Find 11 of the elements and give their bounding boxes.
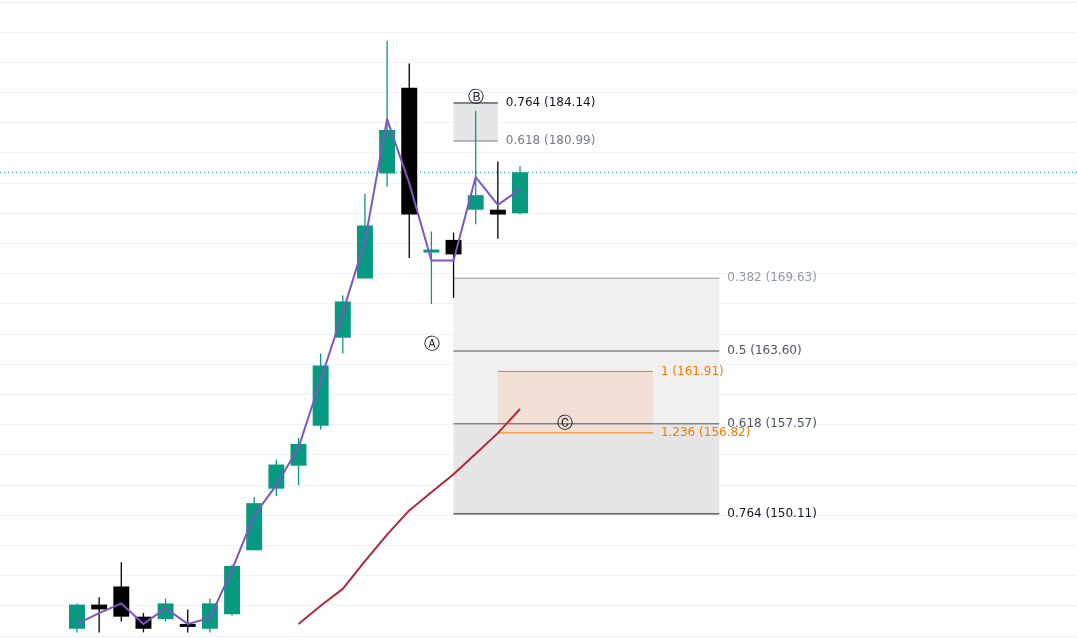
ref-line-label: 0.5 (163.60) (727, 343, 802, 358)
ref-line-label: 1 (161.91) (660, 363, 724, 378)
candlestick (179, 608, 196, 634)
ref-line-label: 0.382 (169.63) (727, 270, 817, 285)
text: Ⓒ (557, 413, 573, 433)
candlestick (489, 160, 506, 240)
ref-line-label: 0.764 (184.14) (505, 95, 596, 110)
annotation: Ⓑ (468, 87, 484, 107)
annotation: Ⓐ (424, 334, 440, 354)
ref-line-label: 0.618 (180.99) (505, 133, 596, 148)
ref-line-label: 0.764 (150.11) (727, 506, 817, 521)
